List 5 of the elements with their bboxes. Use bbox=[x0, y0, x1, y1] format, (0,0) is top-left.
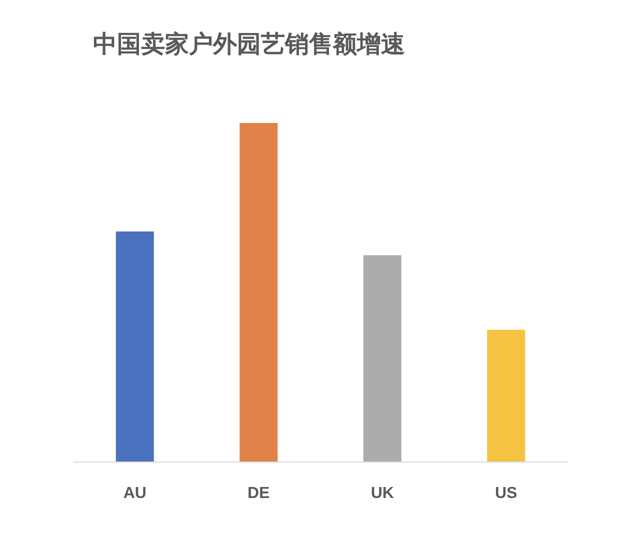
x-tick-label: US bbox=[495, 485, 518, 502]
x-tick-label: DE bbox=[248, 485, 270, 502]
x-tick-label: AU bbox=[123, 485, 146, 502]
x-tick-label: UK bbox=[370, 485, 394, 502]
title: 中国卖家户外园艺销售额增速 bbox=[93, 31, 405, 58]
